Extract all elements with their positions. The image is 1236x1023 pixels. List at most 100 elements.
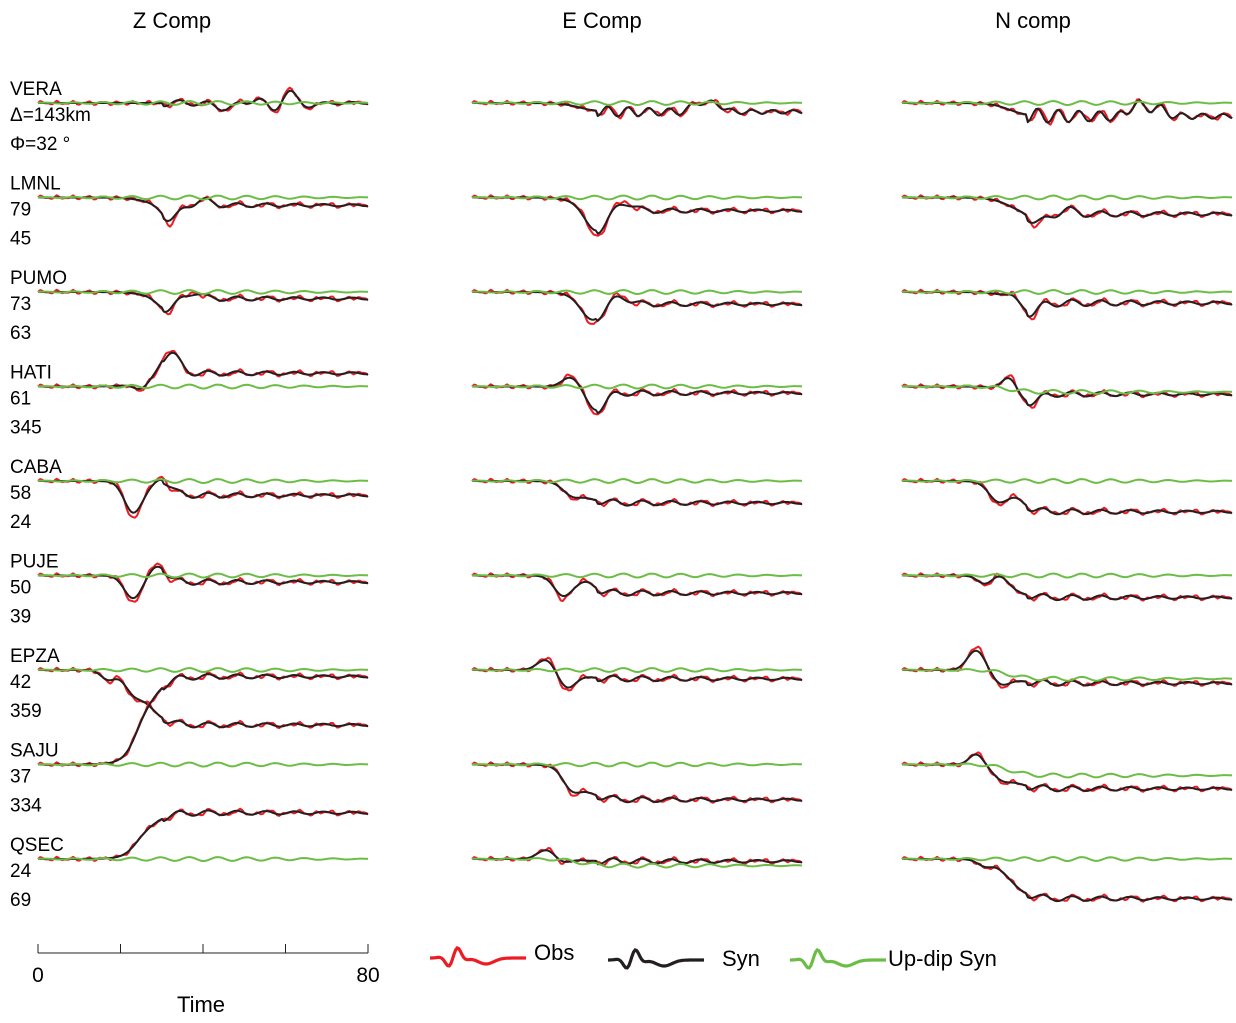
- trace-updip-caba-z: [37, 478, 369, 484]
- station-name: LMNL: [10, 174, 61, 195]
- time-axis-ticks: [37, 944, 369, 953]
- column-title-n: N comp: [995, 8, 1071, 33]
- trace-updip-lmnl-n: [901, 194, 1233, 201]
- x-axis-title: Time: [177, 992, 225, 1017]
- trace-updip-pumo-e: [471, 289, 803, 295]
- column-titles: Z Comp E Comp N comp: [133, 8, 1071, 33]
- trace-updip-vera-e: [471, 100, 803, 106]
- trace-updip-qsec-e: [471, 857, 803, 869]
- station-azimuth: 359: [10, 701, 42, 722]
- trace-updip-hati-n: [901, 384, 1233, 395]
- trace-syn-caba-e: [472, 480, 802, 507]
- trace-syn-saju-n: [902, 753, 1232, 793]
- trace-updip-hati-z: [37, 383, 369, 390]
- trace-syn-hati-n: [902, 377, 1232, 407]
- legend-swatch-obs: [430, 946, 526, 968]
- x-tick-label-start: 0: [32, 964, 44, 987]
- trace-syn-saju-z: [38, 673, 368, 766]
- legend-item-syn: Syn: [608, 946, 760, 971]
- trace-syn-puje-n: [902, 574, 1232, 602]
- station-name: CABA: [10, 457, 62, 478]
- x-tick-label-end: 80: [356, 964, 379, 987]
- station-azimuth: 345: [10, 418, 42, 439]
- trace-obs-hati-z: [37, 350, 369, 392]
- station-distance: Δ=143km: [10, 105, 91, 126]
- trace-updip-pumo-z: [37, 289, 369, 295]
- legend-label-updip-syn: Up-dip Syn: [888, 946, 997, 971]
- station-distance: 79: [10, 200, 31, 221]
- trace-obs-qsec-e: [471, 847, 803, 867]
- station-azimuth: 45: [10, 229, 31, 250]
- trace-updip-epza-n: [901, 668, 1233, 682]
- legend-swatch-updip-syn: [790, 948, 886, 970]
- station-azimuth: 39: [10, 607, 31, 628]
- column-title-z: Z Comp: [133, 8, 211, 33]
- legend-item-updip-syn: Up-dip Syn: [790, 946, 997, 971]
- trace-updip-epza-e: [471, 667, 803, 673]
- legend-swatch-syn: [608, 948, 704, 970]
- trace-syn-hati-z: [38, 351, 368, 390]
- station-azimuth: 24: [10, 512, 32, 533]
- trace-obs-epza-e: [471, 656, 803, 692]
- trace-syn-caba-n: [902, 480, 1232, 516]
- station-name: EPZA: [10, 646, 60, 667]
- station-distance: 73: [10, 294, 31, 315]
- station-name: HATI: [10, 363, 52, 384]
- trace-updip-lmnl-e: [471, 194, 803, 201]
- trace-obs-saju-e: [471, 761, 803, 804]
- trace-updip-saju-z: [37, 761, 369, 768]
- station-name: SAJU: [10, 741, 59, 762]
- station-labels: VERA Δ=143km Φ=32 ° LMNL 79 45 PUMO 73 63 HATI 61 3…: [10, 79, 91, 911]
- station-distance: 37: [10, 767, 31, 788]
- station-distance: 61: [10, 389, 31, 410]
- station-distance: 24: [10, 861, 32, 882]
- trace-obs-hati-n: [901, 374, 1233, 409]
- trace-obs-qsec-n: [901, 855, 1233, 903]
- trace-obs-saju-n: [901, 751, 1233, 793]
- trace-updip-vera-n: [901, 100, 1233, 106]
- trace-updip-puje-n: [901, 572, 1233, 579]
- trace-syn-puje-z: [38, 565, 368, 600]
- trace-updip-puje-z: [37, 572, 369, 579]
- legend-label-obs: Obs: [534, 940, 574, 965]
- trace-syn-lmnl-e: [472, 196, 802, 235]
- trace-updip-epza-z: [37, 667, 369, 673]
- trace-updip-qsec-z: [37, 856, 369, 862]
- legend-label-syn: Syn: [722, 946, 760, 971]
- trace-obs-lmnl-e: [471, 194, 803, 237]
- station-distance: 58: [10, 483, 31, 504]
- station-name: PUMO: [10, 268, 67, 289]
- trace-updip-caba-e: [471, 478, 803, 484]
- station-name: QSEC: [10, 835, 64, 856]
- legend-item-obs: Obs: [430, 940, 574, 968]
- trace-obs-puje-z: [37, 562, 369, 603]
- trace-updip-qsec-n: [901, 856, 1233, 862]
- station-azimuth: 334: [10, 796, 42, 817]
- station-distance: 50: [10, 578, 31, 599]
- trace-updip-puje-e: [471, 572, 803, 579]
- trace-syn-qsec-z: [38, 809, 368, 860]
- trace-syn-epza-n: [902, 649, 1232, 687]
- trace-updip-vera-z: [37, 100, 369, 106]
- trace-updip-pumo-n: [901, 289, 1233, 295]
- station-azimuth: Φ=32 °: [10, 134, 70, 155]
- trace-syn-epza-e: [472, 659, 802, 689]
- station-azimuth: 63: [10, 323, 31, 344]
- time-axis: 0 80 Time: [32, 944, 380, 1017]
- trace-obs-hati-e: [471, 373, 803, 416]
- station-azimuth: 69: [10, 890, 31, 911]
- trace-syn-puje-e: [472, 574, 802, 597]
- trace-obs-qsec-z: [37, 807, 369, 862]
- trace-syn-qsec-e: [472, 849, 802, 866]
- trace-syn-saju-e: [472, 763, 802, 804]
- trace-obs-saju-z: [37, 671, 369, 768]
- trace-updip-lmnl-z: [37, 194, 369, 201]
- trace-syn-qsec-n: [902, 858, 1232, 903]
- trace-updip-caba-n: [901, 478, 1233, 484]
- column-title-e: E Comp: [562, 8, 641, 33]
- trace-updip-hati-e: [471, 383, 803, 390]
- station-distance: 42: [10, 672, 31, 693]
- legend: Obs Syn Up-dip Syn: [430, 940, 997, 971]
- station-name: VERA: [10, 79, 62, 100]
